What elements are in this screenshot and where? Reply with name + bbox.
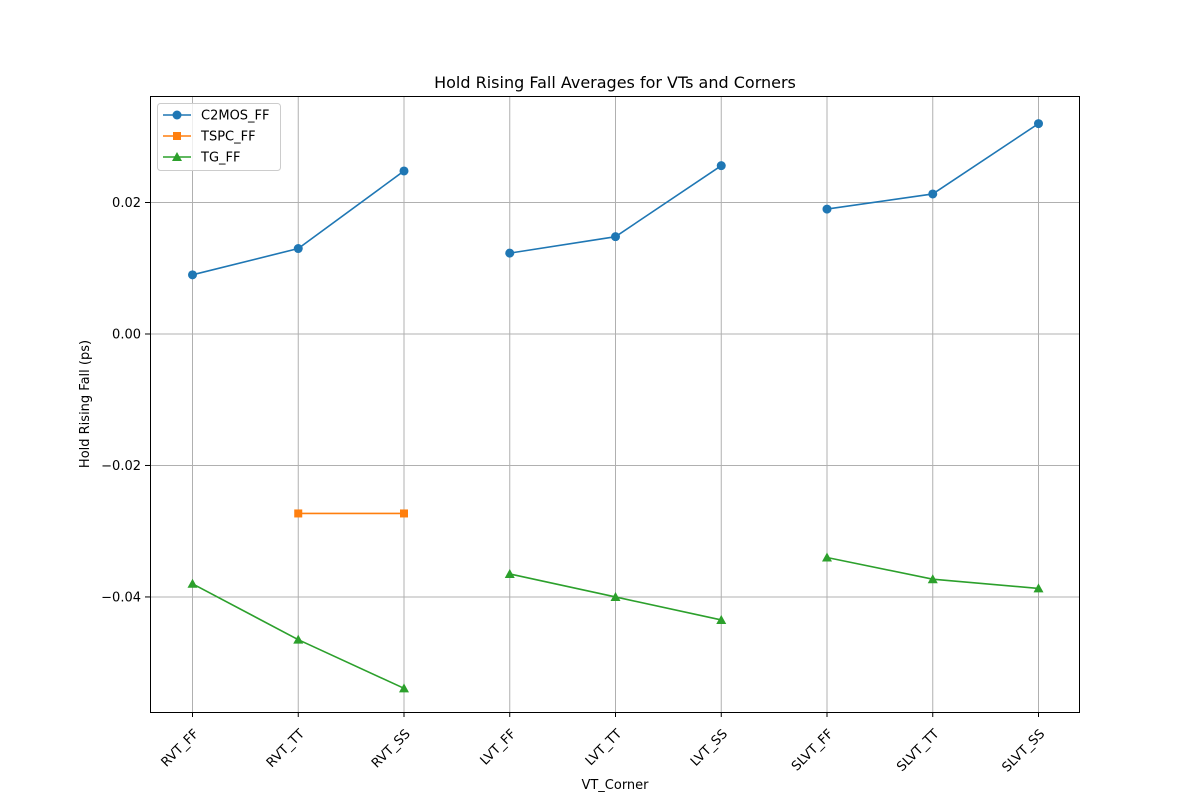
data-point-c2mos-ff <box>611 232 620 242</box>
legend-item-tspc-ff: TSPC_FF <box>163 130 256 145</box>
legend-item-c2mos-ff: C2MOS_FF <box>163 109 270 124</box>
data-point-tg-ff <box>1033 583 1044 593</box>
data-point-tg-ff <box>293 634 304 644</box>
grid-lines <box>150 96 1080 712</box>
data-point-c2mos-ff <box>928 189 938 199</box>
legend: C2MOS_FF TSPC_FF TG_FF <box>157 103 281 171</box>
data-point-tg-ff <box>822 552 832 562</box>
series-c2mos-ff <box>188 119 1043 280</box>
data-point-tg-ff <box>610 591 621 601</box>
y-tick-label: −0.02 <box>101 459 141 474</box>
chart-title: Hold Rising Fall Averages for VTs and Co… <box>434 73 796 92</box>
data-point-tg-ff <box>927 574 938 584</box>
y-tick-label: 0.00 <box>112 327 141 342</box>
x-axis-label: VT_Corner <box>581 778 649 793</box>
data-point-c2mos-ff <box>188 270 197 280</box>
data-point-tg-ff <box>187 578 198 588</box>
y-tick-label: −0.04 <box>101 590 141 605</box>
series-layer <box>187 119 1044 693</box>
legend-marker <box>173 132 181 140</box>
data-point-tspc-ff <box>400 509 408 518</box>
data-point-c2mos-ff <box>399 166 409 176</box>
legend-label: TSPC_FF <box>200 130 256 145</box>
legend-marker <box>172 110 182 120</box>
data-point-c2mos-ff <box>505 248 515 258</box>
data-point-tg-ff <box>716 614 727 624</box>
data-point-tspc-ff <box>294 509 303 518</box>
legend-box <box>157 103 281 171</box>
y-tick-label: 0.02 <box>112 196 141 211</box>
data-point-c2mos-ff <box>822 204 832 214</box>
data-point-c2mos-ff <box>293 244 303 254</box>
data-point-tg-ff <box>504 568 515 578</box>
series-tg-ff <box>187 552 1044 693</box>
legend-label: TG_FF <box>200 151 240 166</box>
y-axis-label: Hold Rising Fall (ps) <box>78 340 93 468</box>
data-point-c2mos-ff <box>716 161 726 171</box>
y-axis-ticks: 0.02 0.00 −0.02 −0.04 <box>101 196 150 605</box>
legend-label: C2MOS_FF <box>201 109 270 124</box>
data-point-tg-ff <box>399 683 409 693</box>
legend-item-tg-ff: TG_FF <box>163 151 240 166</box>
data-point-c2mos-ff <box>1034 119 1043 129</box>
legend-marker <box>172 152 182 161</box>
series-tspc-ff <box>294 509 408 518</box>
